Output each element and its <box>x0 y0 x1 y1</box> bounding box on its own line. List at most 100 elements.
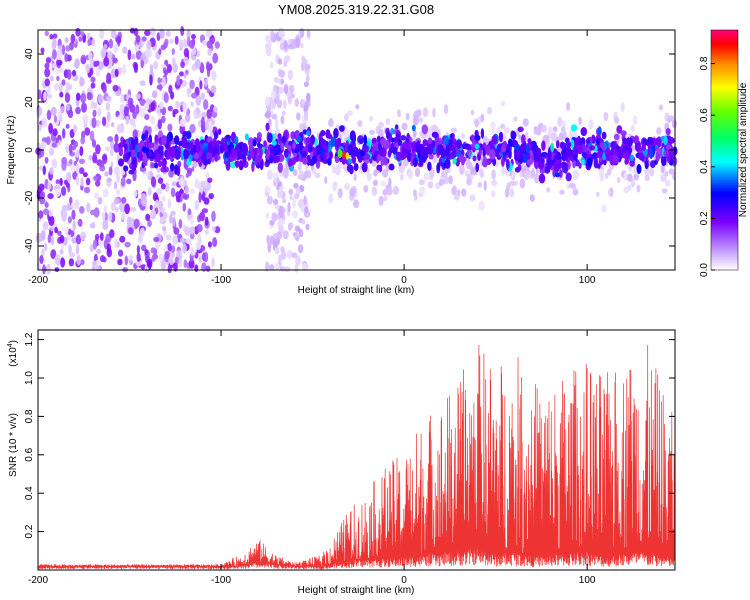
noise-cell <box>81 102 87 113</box>
noise-cell <box>65 45 71 52</box>
signal-cell <box>656 148 663 155</box>
noise-cell <box>207 177 213 183</box>
noise-cell <box>189 226 196 235</box>
noise-cell <box>110 122 115 128</box>
noise-cell <box>144 114 150 121</box>
noise-cell <box>65 81 71 91</box>
noise-cell <box>265 261 270 272</box>
noise-cell <box>280 246 285 253</box>
signal-cell <box>351 155 356 165</box>
signal-cell <box>241 143 248 154</box>
signal-cell <box>189 141 194 150</box>
noise-cell <box>78 167 85 175</box>
noise-cell <box>52 128 58 137</box>
signal-cell <box>327 158 332 166</box>
noise-cell <box>71 237 78 244</box>
noise-cell <box>49 34 54 40</box>
noise-cell <box>277 221 281 227</box>
noise-cell <box>40 141 46 150</box>
noise-cell <box>44 30 49 36</box>
noise-cell <box>116 189 120 196</box>
noise-cell <box>140 196 148 207</box>
noise-cell <box>112 57 118 64</box>
noise-cell <box>304 206 309 214</box>
noise-cell <box>91 139 97 148</box>
noise-cell <box>106 177 113 183</box>
halo-cell <box>560 126 566 133</box>
snr-y-label: SNR (10 * v/v) <box>8 413 19 477</box>
signal-cell <box>482 159 488 168</box>
noise-cell <box>274 118 279 129</box>
noise-cell <box>203 251 209 263</box>
noise-cell <box>161 207 166 213</box>
noise-cell <box>79 206 85 214</box>
halo-cell <box>435 182 441 190</box>
halo-cell <box>448 175 453 185</box>
noise-cell <box>182 192 190 200</box>
noise-cell <box>276 99 283 109</box>
noise-cell <box>295 255 301 266</box>
noise-cell <box>52 49 57 60</box>
noise-cell <box>90 101 96 109</box>
noise-cell <box>130 54 136 60</box>
y-tick-label: 0 <box>24 147 35 153</box>
signal-cell <box>363 144 370 153</box>
noise-cell <box>211 257 215 268</box>
noise-cell <box>267 43 271 54</box>
signal-cell <box>198 157 203 167</box>
noise-cell <box>58 82 63 93</box>
signal-cell <box>489 149 496 160</box>
noise-cell <box>162 195 166 202</box>
signal-cell <box>254 154 259 166</box>
noise-cell <box>97 174 102 181</box>
noise-cell <box>86 91 92 101</box>
noise-cell <box>189 188 196 195</box>
noise-cell <box>102 188 109 198</box>
noise-cell <box>75 175 80 186</box>
noise-cell <box>279 69 286 78</box>
signal-cell <box>225 160 231 171</box>
noise-cell <box>184 185 189 195</box>
noise-cell <box>153 236 160 242</box>
noise-cell <box>266 169 273 181</box>
noise-cell <box>89 130 95 142</box>
signal-cell <box>580 127 587 137</box>
signal-cell <box>553 165 560 173</box>
noise-cell <box>57 230 62 236</box>
signal-cell <box>392 146 398 155</box>
noise-cell <box>269 61 274 69</box>
noise-cell <box>59 91 64 98</box>
noise-cell <box>161 115 166 124</box>
signal-cell <box>492 158 497 166</box>
signal-cell <box>565 146 572 158</box>
noise-cell <box>48 215 55 226</box>
noise-cell <box>157 77 161 84</box>
signal-cell <box>519 144 525 155</box>
halo-cell <box>469 194 476 202</box>
noise-cell <box>283 99 287 110</box>
noise-cell <box>116 124 123 134</box>
noise-cell <box>297 244 304 254</box>
signal-cell <box>641 143 646 151</box>
signal-cell <box>213 145 219 157</box>
noise-cell <box>144 29 151 37</box>
signal-cell <box>320 130 326 137</box>
signal-cell <box>663 135 668 146</box>
noise-cell <box>56 59 63 66</box>
noise-cell <box>109 148 114 157</box>
noise-cell <box>64 52 69 63</box>
halo-cell <box>392 185 400 195</box>
halo-cell <box>357 120 363 127</box>
noise-cell <box>69 159 73 165</box>
noise-cell <box>158 200 164 210</box>
signal-cell <box>634 135 639 144</box>
noise-cell <box>284 266 291 272</box>
colorbar-tick-label: 0.4 <box>699 159 710 173</box>
noise-cell <box>39 255 44 264</box>
halo-cell <box>644 167 650 176</box>
noise-cell <box>75 163 80 174</box>
noise-cell <box>89 209 96 216</box>
noise-cell <box>282 230 289 240</box>
halo-cell <box>568 182 576 189</box>
noise-cell <box>183 48 190 58</box>
